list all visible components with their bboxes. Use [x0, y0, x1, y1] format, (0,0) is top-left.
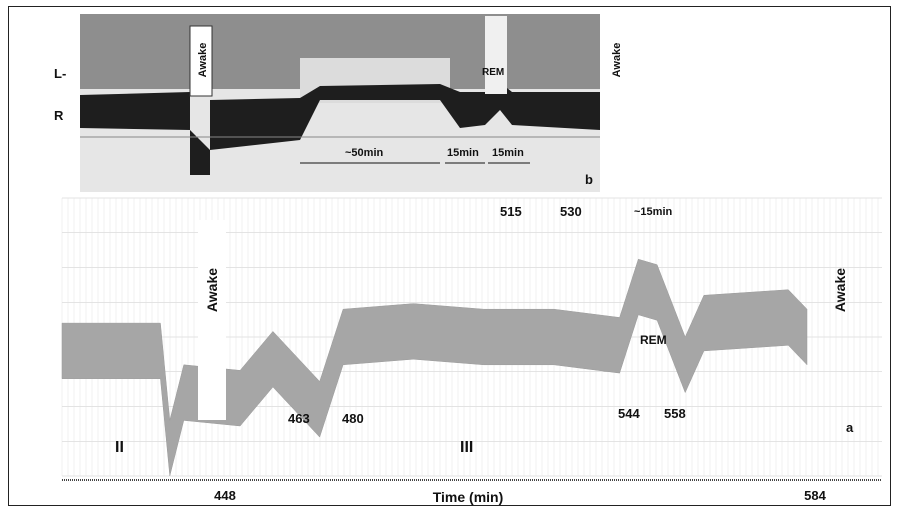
- panel-a-rem-label: REM: [640, 333, 667, 347]
- panel-a-label: a: [846, 420, 854, 435]
- x-tick-448: 448: [214, 488, 236, 503]
- panel-b-trace-r: [80, 80, 600, 175]
- panel-b-channel-l: L-: [54, 66, 66, 81]
- panel-a-mark-463: 463: [288, 411, 310, 426]
- panel-a-mark-480: 480: [342, 411, 364, 426]
- panel-a-awake-gap: [198, 220, 226, 420]
- figure-frame: [8, 6, 891, 506]
- x-axis-label: Time (min): [433, 489, 504, 505]
- panel-b-rem-segment: [485, 16, 507, 94]
- x-tick-584: 584: [804, 488, 826, 503]
- panel-a-stage-ii: II: [115, 439, 124, 456]
- panel-a-mark-530: 530: [560, 204, 582, 219]
- panel-a-awake-left: Awake: [204, 268, 220, 312]
- panel-b-awake-right: Awake: [611, 43, 623, 78]
- panel-a-stage-iii: III: [460, 439, 473, 456]
- panel-b-duration-15a: 15min: [447, 147, 479, 159]
- panel-a-awake-right: Awake: [832, 268, 848, 312]
- panel-b-label: b: [585, 172, 593, 187]
- panel-b-channel-r: R: [54, 108, 64, 123]
- panel-a-mark-544: 544: [618, 406, 640, 421]
- panel-b-rem-label: REM: [482, 67, 504, 78]
- panel-b: Awake Awake L- R REM ~50min 15min 15min …: [54, 14, 623, 192]
- panel-a-rem-duration: ~15min: [634, 206, 672, 218]
- panel-a-mark-558: 558: [664, 406, 686, 421]
- panel-b-awake-box: [189, 25, 213, 97]
- panel-b-awake-left: Awake: [197, 43, 209, 78]
- panel-a: Awake Awake II III REM ~15min 463 480 51…: [61, 197, 882, 505]
- panel-b-duration-15b: 15min: [492, 147, 524, 159]
- panel-b-duration-50: ~50min: [345, 147, 383, 159]
- panel-a-mark-515: 515: [500, 204, 522, 219]
